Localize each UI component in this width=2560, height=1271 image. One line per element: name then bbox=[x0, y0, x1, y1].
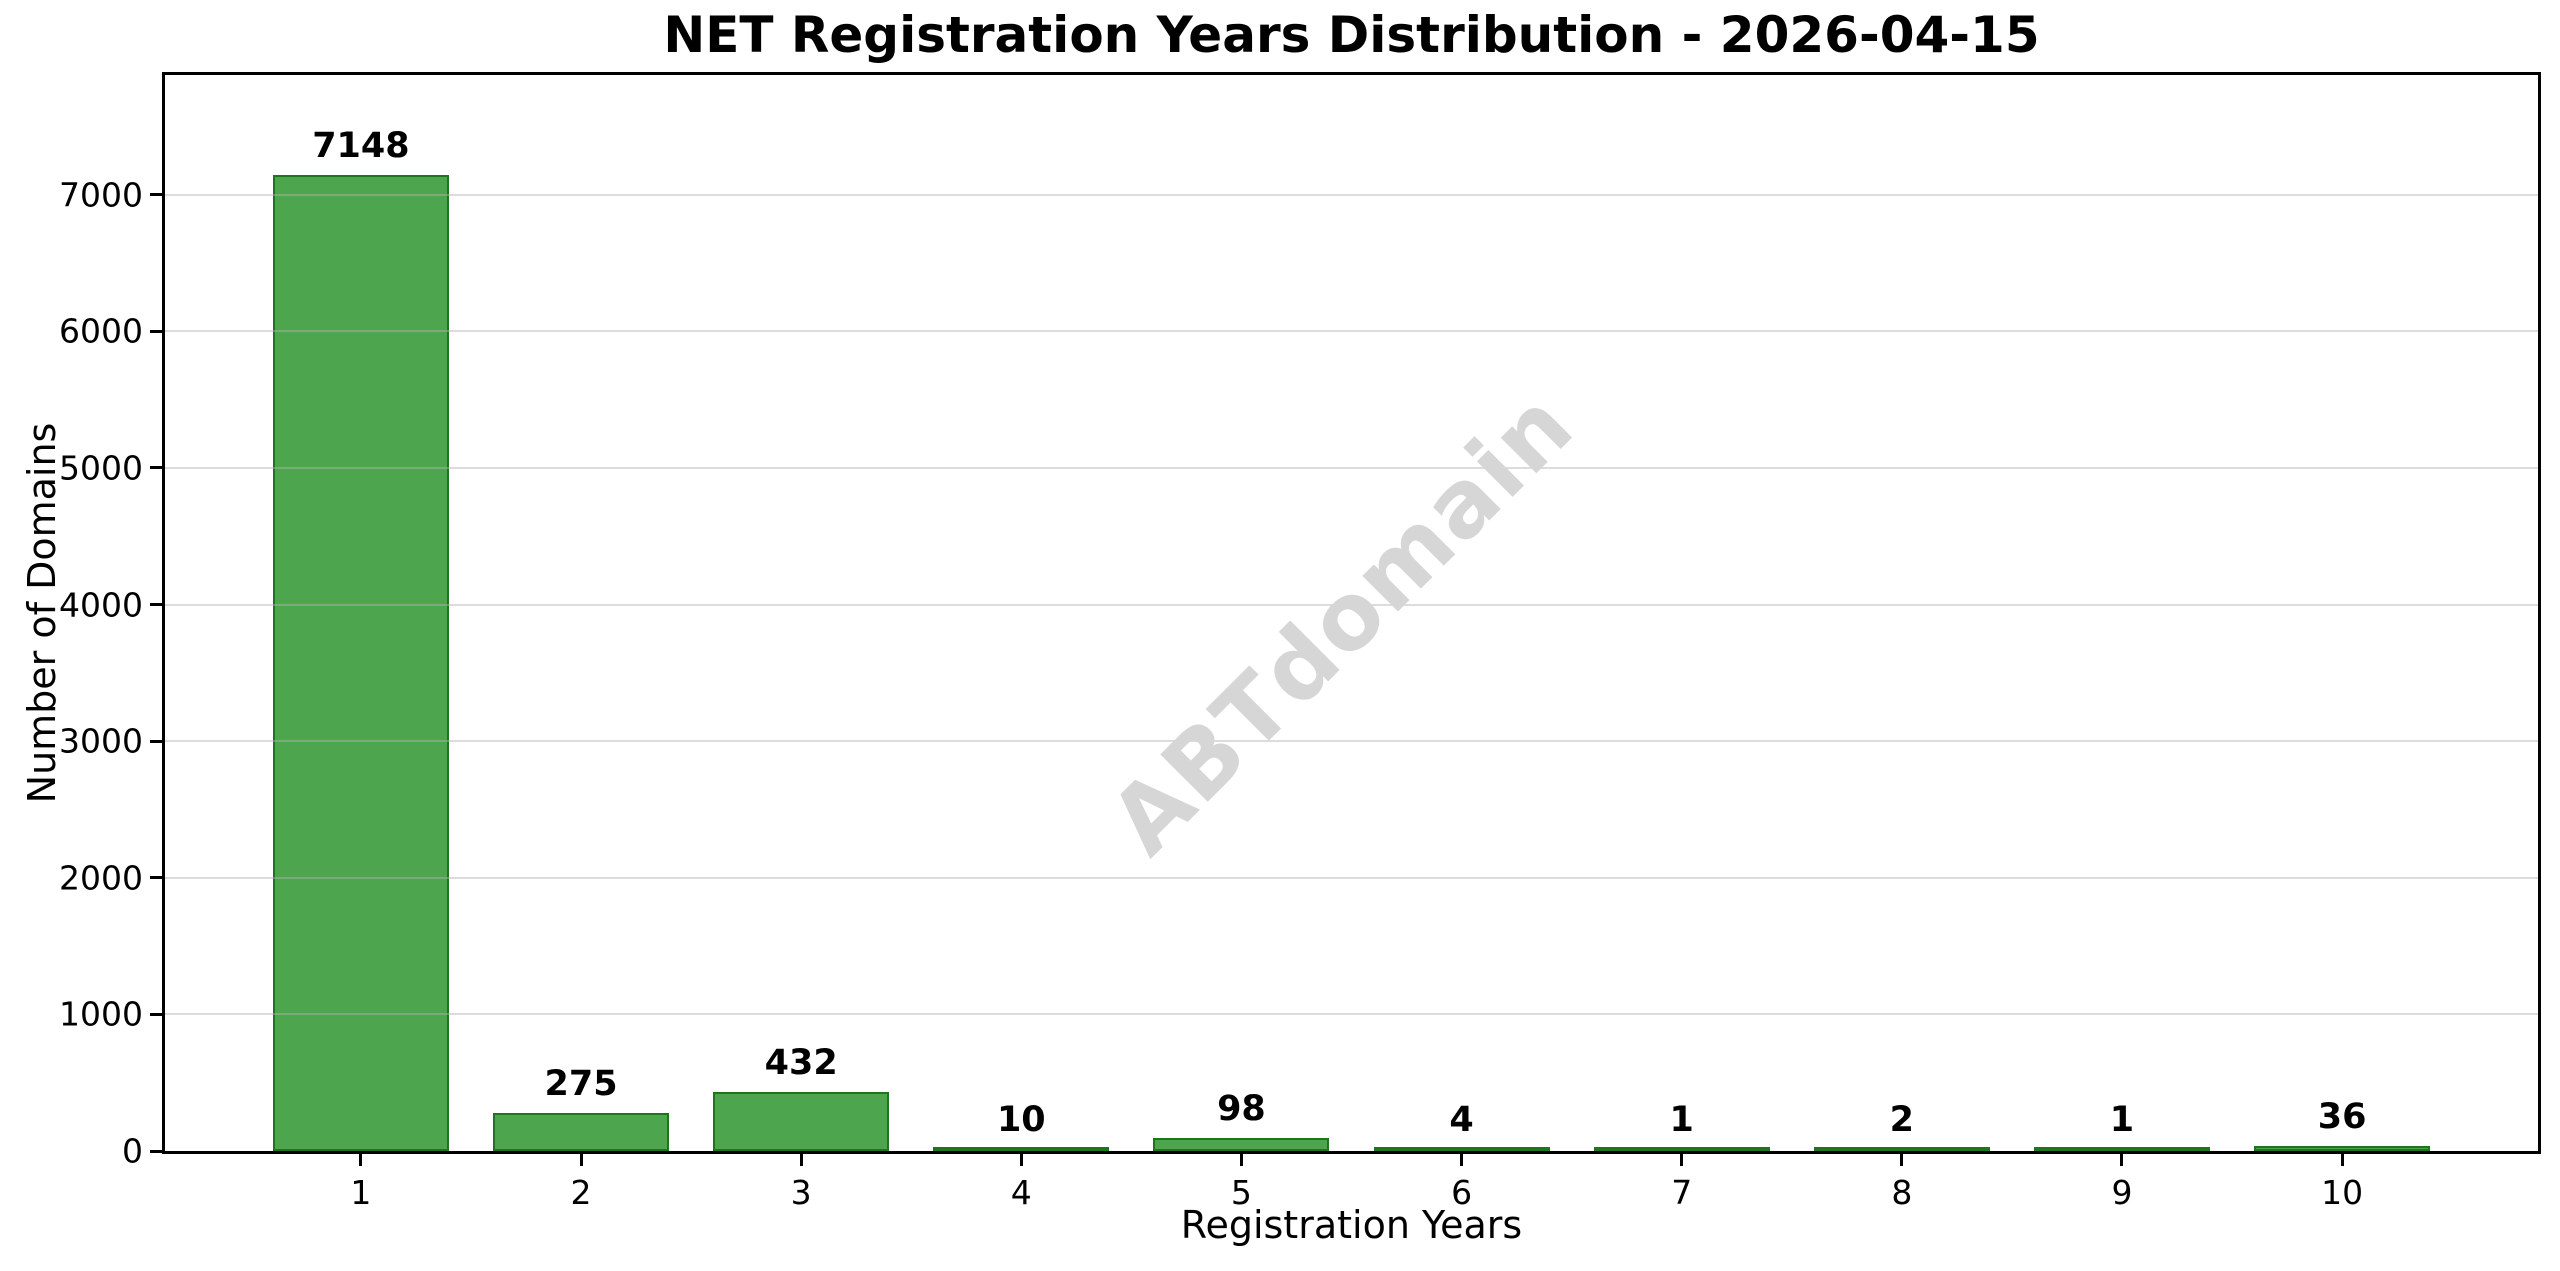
x-tick-label: 9 bbox=[2111, 1173, 2133, 1212]
bar-value-label: 1 bbox=[2109, 1099, 2135, 1140]
x-tick-mark bbox=[799, 1154, 803, 1166]
bar bbox=[492, 1113, 670, 1151]
y-tick-label: 0 bbox=[122, 1131, 143, 1171]
bar bbox=[1593, 1147, 1770, 1151]
gridline bbox=[165, 193, 2538, 196]
x-tick-mark bbox=[2120, 1154, 2124, 1166]
x-tick-mark bbox=[1680, 1154, 1684, 1166]
y-tick-label: 2000 bbox=[59, 858, 143, 898]
y-tick-label: 3000 bbox=[59, 721, 143, 761]
bar-value-label: 7148 bbox=[312, 125, 410, 166]
y-tick-mark bbox=[150, 329, 162, 333]
bar-value-label: 98 bbox=[1217, 1088, 1266, 1129]
chart-title: NET Registration Years Distribution - 20… bbox=[663, 6, 2040, 64]
x-tick-label: 2 bbox=[570, 1173, 592, 1212]
watermark-text: ABTdomain bbox=[1089, 370, 1595, 875]
y-tick-label: 5000 bbox=[59, 448, 143, 488]
bar bbox=[1153, 1137, 1330, 1151]
y-tick-mark bbox=[150, 466, 162, 470]
y-tick-mark bbox=[150, 603, 162, 607]
y-tick-label: 4000 bbox=[59, 585, 143, 625]
y-tick-mark bbox=[150, 876, 162, 880]
bar-value-label: 275 bbox=[544, 1064, 618, 1105]
y-axis-label: Number of Domains bbox=[20, 422, 64, 804]
x-tick-label: 8 bbox=[1891, 1173, 1913, 1212]
bar-value-label: 1 bbox=[1669, 1099, 1694, 1140]
gridline bbox=[165, 740, 2538, 743]
bar-value-label: 4 bbox=[1449, 1099, 1474, 1140]
gridline bbox=[165, 467, 2538, 469]
bar-value-label: 432 bbox=[764, 1043, 838, 1083]
x-tick-label: 3 bbox=[790, 1173, 812, 1212]
x-tick-label: 6 bbox=[1451, 1173, 1473, 1212]
y-tick-mark bbox=[150, 1149, 162, 1153]
gridline bbox=[165, 603, 2538, 606]
x-tick-mark bbox=[1019, 1154, 1023, 1166]
bar bbox=[713, 1092, 890, 1151]
x-tick-label: 10 bbox=[2321, 1173, 2364, 1212]
x-tick-mark bbox=[1460, 1154, 1464, 1166]
bar bbox=[1813, 1147, 1990, 1151]
plot-area: 7148 275 432 10 98 4 1 2 1 36 ABTdomain bbox=[162, 72, 2541, 1154]
bar bbox=[1373, 1147, 1550, 1151]
gridline bbox=[165, 1013, 2538, 1016]
bar-value-label: 2 bbox=[1889, 1099, 1914, 1140]
y-tick-mark bbox=[150, 1012, 162, 1016]
gridline bbox=[165, 876, 2538, 879]
x-tick-mark bbox=[579, 1154, 583, 1166]
bar bbox=[2254, 1146, 2431, 1151]
x-tick-mark bbox=[1239, 1154, 1243, 1166]
y-tick-mark bbox=[150, 739, 162, 743]
gridline bbox=[165, 330, 2538, 333]
x-tick-mark bbox=[359, 1154, 363, 1166]
bar bbox=[933, 1147, 1110, 1151]
y-tick-label: 6000 bbox=[59, 311, 143, 351]
bar bbox=[272, 174, 449, 1151]
bar bbox=[2033, 1147, 2210, 1151]
x-tick-label: 4 bbox=[1010, 1173, 1032, 1212]
x-tick-mark bbox=[2340, 1154, 2344, 1166]
x-tick-label: 1 bbox=[350, 1173, 372, 1212]
x-tick-label: 5 bbox=[1230, 1173, 1252, 1212]
bar-value-label: 10 bbox=[996, 1099, 1046, 1140]
x-tick-label: 7 bbox=[1671, 1173, 1693, 1212]
bar-value-label: 36 bbox=[2317, 1097, 2367, 1138]
y-tick-label: 7000 bbox=[59, 175, 143, 215]
y-tick-mark bbox=[150, 193, 162, 197]
y-tick-label: 1000 bbox=[59, 994, 143, 1034]
x-tick-mark bbox=[1900, 1154, 1904, 1166]
plot-inner: 7148 275 432 10 98 4 1 2 1 36 ABTdomain bbox=[165, 75, 2538, 1151]
x-axis-label: Registration Years bbox=[1180, 1203, 1523, 1247]
